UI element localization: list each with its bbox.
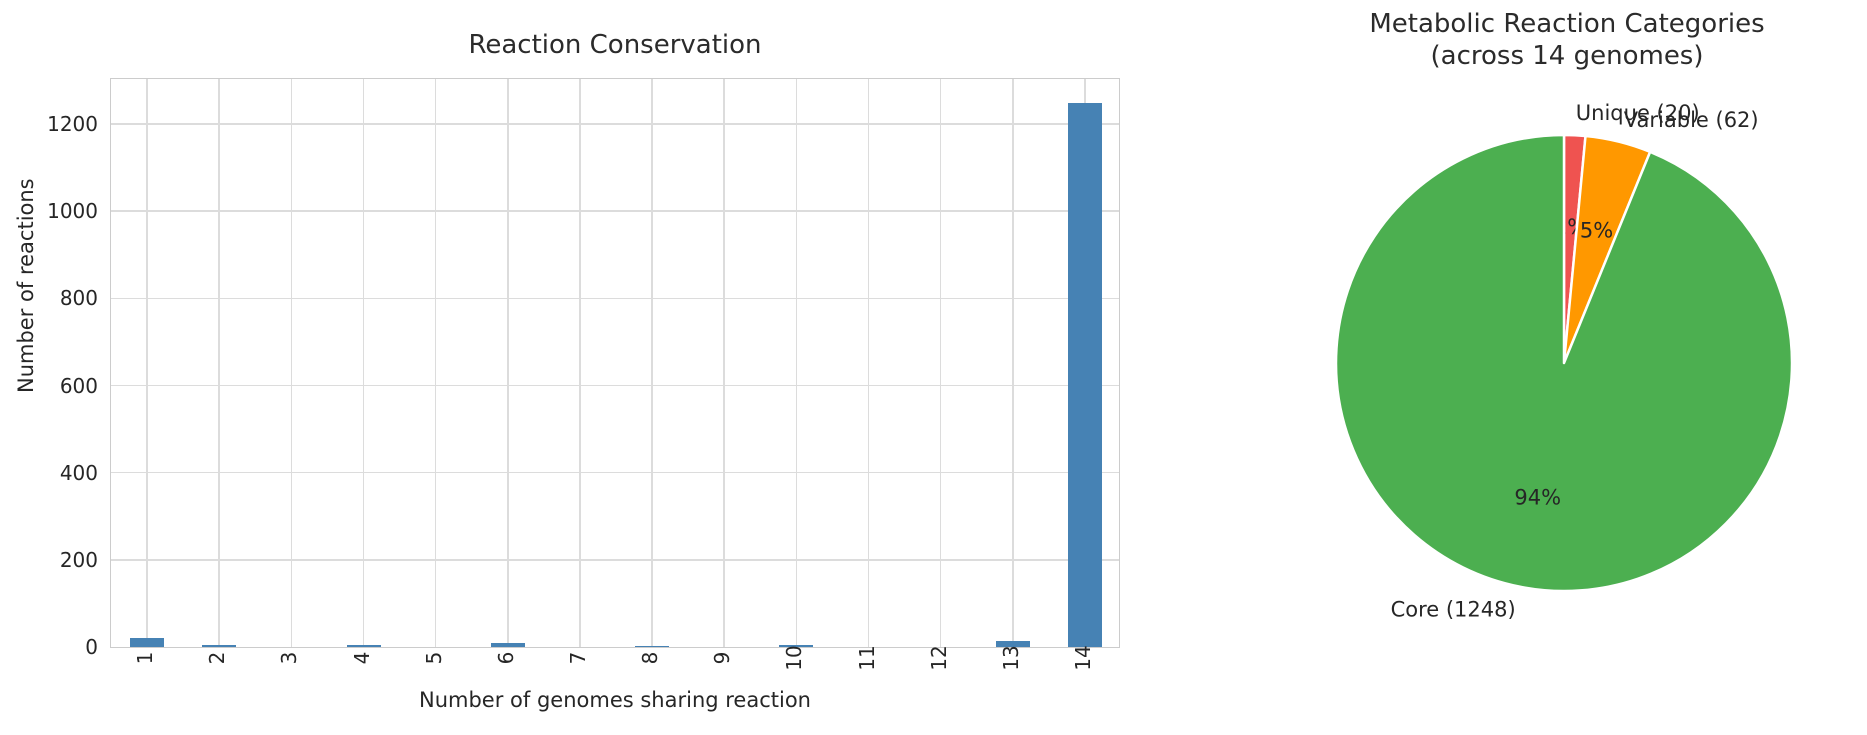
x-tick-label: 3 <box>277 651 302 665</box>
pie-chart: Unique (20)2%Variable (62)5%Core (1248)9… <box>1334 101 1794 621</box>
pie-percent-label: 5% <box>1580 219 1613 243</box>
bar-genomes-13 <box>995 641 1030 647</box>
y-gridline <box>111 471 1119 474</box>
x-tick-label: 13 <box>998 645 1023 671</box>
y-tick-label: 1000 <box>47 199 98 224</box>
y-gridline <box>111 297 1119 300</box>
y-tick-label: 600 <box>59 373 98 398</box>
x-tick-label: 7 <box>565 651 590 665</box>
y-tick-label: 0 <box>85 635 98 659</box>
x-tick-label: 4 <box>349 651 374 665</box>
y-gridline <box>111 384 1119 387</box>
x-gridline <box>218 79 220 647</box>
x-tick-label: 12 <box>926 645 951 671</box>
bar-genomes-2 <box>202 645 237 647</box>
pie-percent-label: 94% <box>1514 486 1561 510</box>
pie-slice-label: Core (1248) <box>1391 597 1516 621</box>
y-tick-label: 800 <box>59 286 98 311</box>
pie-chart-title-line1: Metabolic Reaction Categories <box>1369 9 1765 39</box>
x-gridline <box>362 79 365 647</box>
bar-genomes-4 <box>346 644 381 647</box>
pie-chart-title: Metabolic Reaction Categories (across 14… <box>1317 8 1817 72</box>
x-gridline <box>1012 79 1014 647</box>
x-tick-label: 14 <box>1070 645 1095 671</box>
x-tick-label: 11 <box>854 645 879 671</box>
y-gridline <box>111 123 1119 125</box>
bar-genomes-6 <box>490 643 525 647</box>
pie-slice-label: Variable (62) <box>1624 108 1759 132</box>
y-gridline <box>111 559 1119 561</box>
bar-genomes-8 <box>635 645 670 647</box>
x-gridline <box>146 79 148 647</box>
x-gridline <box>290 79 293 647</box>
pie-slice-label: Unique (20) <box>1576 101 1700 125</box>
pie-slice-core <box>1334 133 1794 593</box>
x-tick-label: 10 <box>782 645 807 671</box>
y-tick-label: 200 <box>59 547 98 572</box>
x-gridline <box>723 79 725 647</box>
y-gridline <box>111 210 1119 212</box>
bar-genomes-10 <box>779 645 814 647</box>
y-tick-label: 400 <box>59 460 98 485</box>
x-gridline <box>579 79 581 647</box>
x-gridline <box>867 79 870 647</box>
x-gridline <box>939 79 942 647</box>
bar-genomes-1 <box>130 638 165 647</box>
x-tick-label: 8 <box>638 651 663 665</box>
x-gridline <box>651 79 653 647</box>
pie-chart-title-line2: (across 14 genomes) <box>1430 41 1704 71</box>
bar-chart-x-axis-label: Number of genomes sharing reaction <box>419 688 811 712</box>
x-tick-label: 5 <box>421 651 446 665</box>
bar-genomes-14 <box>1067 103 1102 647</box>
bar-chart-plot-area <box>110 78 1120 648</box>
bar-chart-title: Reaction Conservation <box>468 30 762 60</box>
x-tick-label: 6 <box>493 651 518 665</box>
x-tick-label: 9 <box>710 651 735 665</box>
x-gridline <box>434 79 437 647</box>
x-gridline <box>507 79 509 647</box>
x-tick-label: 1 <box>133 651 158 665</box>
x-gridline <box>795 79 798 647</box>
x-tick-label: 2 <box>205 651 230 665</box>
y-tick-label: 1200 <box>47 112 98 137</box>
